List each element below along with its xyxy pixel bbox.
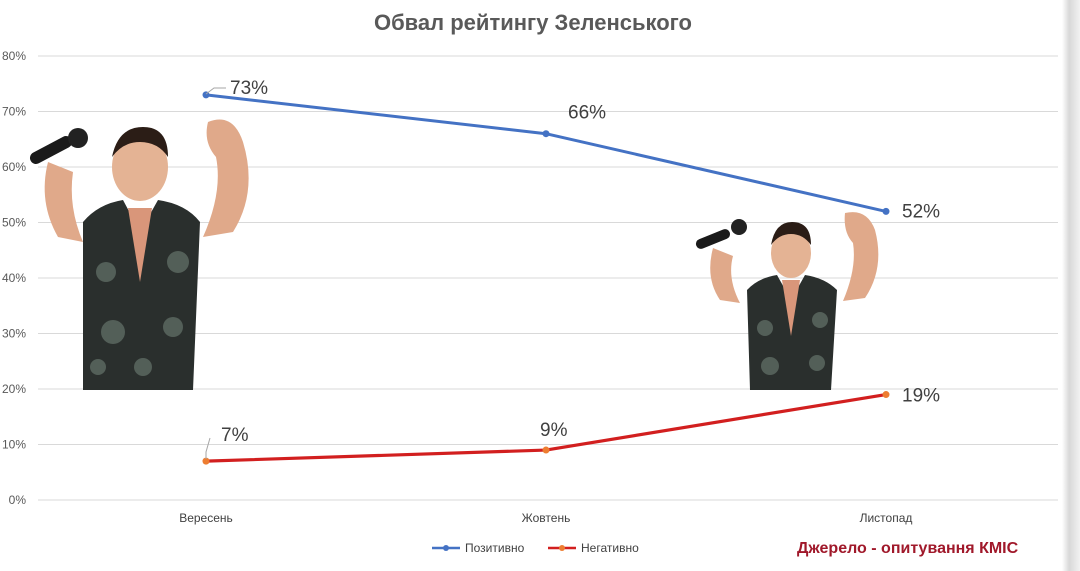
series-line-positive (205, 93, 887, 213)
data-labels: 73% 66% 52% 7% 9% 19% (205, 78, 940, 459)
data-label: 9% (540, 420, 568, 441)
window-edge (1062, 0, 1080, 571)
data-point (882, 391, 890, 399)
y-tick-label: 10% (2, 438, 26, 452)
legend-item-positive: Позитивно (432, 541, 525, 555)
data-label: 7% (221, 425, 249, 446)
y-tick-label: 70% (2, 105, 26, 119)
label-leader-line (205, 87, 226, 95)
label-leader-line (205, 437, 211, 459)
y-tick-label: 60% (2, 160, 26, 174)
legend-label-positive: Позитивно (465, 541, 525, 555)
x-tick-label: Листопад (860, 511, 913, 525)
performer-photo-left (29, 119, 249, 390)
y-tick-label: 0% (9, 493, 27, 507)
y-tick-label: 20% (2, 382, 26, 396)
x-tick-label: Жовтень (522, 511, 571, 525)
data-label: 66% (568, 103, 606, 124)
y-tick-label: 50% (2, 216, 26, 230)
chart-title: Обвал рейтингу Зеленського (374, 10, 692, 35)
x-tick-label: Вересень (179, 511, 233, 525)
legend-item-negative: Негативно (548, 541, 639, 555)
y-tick-label: 30% (2, 327, 26, 341)
y-axis-ticks: 0% 10% 20% 30% 40% 50% 60% 70% 80% (2, 49, 26, 507)
y-tick-label: 80% (2, 49, 26, 63)
data-point (542, 446, 550, 454)
data-label: 73% (230, 78, 268, 99)
data-point (882, 207, 890, 215)
data-point (542, 130, 550, 138)
source-note: Джерело - опитування КМІС (797, 540, 1019, 557)
legend-marker-positive (443, 545, 449, 551)
data-point (202, 457, 210, 465)
legend-marker-negative (559, 545, 565, 551)
series-layer (202, 91, 890, 465)
data-label: 19% (902, 386, 940, 407)
x-axis-ticks: Вересень Жовтень Листопад (179, 511, 912, 525)
performer-photo-right (695, 212, 879, 390)
legend-label-negative: Негативно (581, 541, 639, 555)
legend: Позитивно Негативно (432, 541, 639, 555)
y-tick-label: 40% (2, 271, 26, 285)
data-label: 52% (902, 201, 940, 222)
